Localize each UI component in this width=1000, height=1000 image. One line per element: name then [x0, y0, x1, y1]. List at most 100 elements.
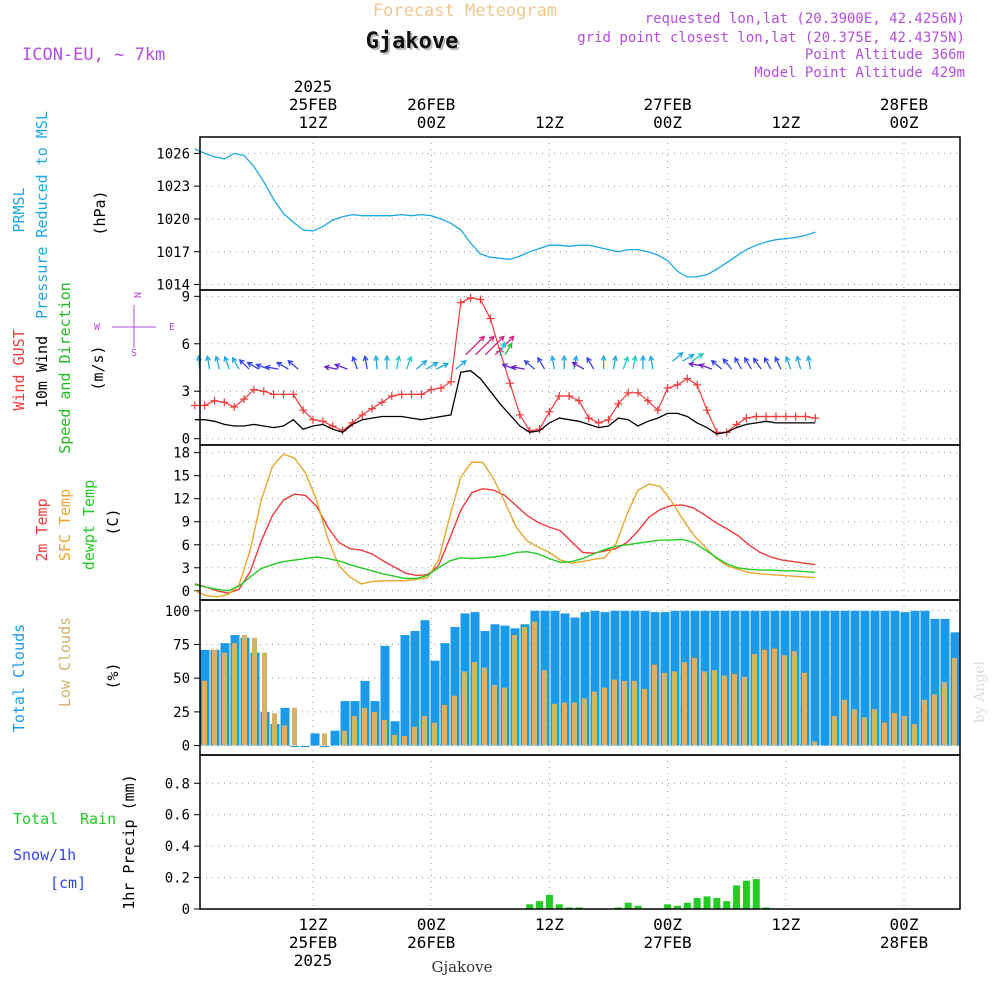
wind-10m-label: 10m Wind	[33, 336, 51, 408]
wind-direction-arrow	[784, 355, 792, 370]
panel-frame-temp	[199, 444, 961, 601]
precip-labels: Total Rain Snow/1h [cm] 1hr Precip (mm)	[13, 774, 138, 909]
low-cloud-bar	[362, 707, 367, 746]
location-title: Gjakove	[366, 29, 459, 54]
gust-marker	[781, 412, 790, 421]
wind-direction-arrow	[744, 356, 752, 370]
wind-direction-arrow	[223, 355, 230, 370]
gust-marker	[240, 395, 249, 404]
gust-marker	[663, 384, 672, 393]
low-cloud-bar	[472, 662, 477, 746]
low-clouds-label: Low Clouds	[56, 617, 74, 707]
total-cloud-bar	[840, 610, 850, 746]
wind-speed-direction-label: Speed and Direction	[56, 282, 74, 454]
pressure-label-msl: Pressure Reduced to MSL	[33, 111, 51, 319]
precip-bar	[733, 885, 741, 909]
gust-marker	[584, 414, 593, 423]
low-cloud-bar	[392, 734, 397, 746]
low-cloud-bar	[532, 621, 537, 746]
time-label: 12Z	[771, 113, 800, 132]
gust-marker	[309, 415, 317, 424]
time-label: 28FEB	[880, 933, 928, 952]
gust-marker	[259, 387, 268, 396]
low-cloud-bar	[852, 709, 857, 746]
time-label: 28FEB	[880, 95, 928, 114]
y-tick-label: 75	[173, 637, 190, 653]
total-cloud-bar	[910, 610, 920, 746]
gust-marker	[742, 414, 751, 423]
total-cloud-bar	[430, 660, 440, 746]
gust-marker	[437, 384, 446, 393]
time-label: 2025	[294, 951, 333, 970]
y-tick-label: 0.4	[165, 839, 190, 855]
gust-marker	[279, 390, 288, 399]
gust-marker	[673, 380, 682, 389]
low-cloud-bar	[422, 715, 427, 746]
gust-marker	[703, 406, 711, 415]
gust-marker	[269, 390, 278, 399]
total-cloud-bar	[420, 620, 430, 746]
precip-bar	[536, 901, 544, 909]
total-cloud-bar	[850, 610, 860, 746]
total-cloud-bar	[830, 610, 840, 746]
wind-direction-arrow	[323, 364, 338, 371]
wind-direction-arrow	[537, 356, 546, 370]
wind-direction-arrow	[648, 354, 655, 370]
wind-direction-arrow	[734, 356, 743, 370]
precip-bar	[703, 896, 711, 909]
low-cloud-bar	[462, 671, 467, 746]
watermark: by Angel	[972, 660, 988, 723]
time-label: 12Z	[771, 915, 800, 934]
gust-marker	[594, 418, 603, 427]
precip-rain-label: Rain	[80, 810, 116, 828]
gust-marker	[476, 295, 485, 304]
wind-direction-arrow	[455, 359, 467, 370]
total-cloud-bar	[310, 733, 320, 746]
wind-direction-arrow	[774, 356, 782, 370]
low-cloud-bar	[762, 649, 767, 746]
precip-bar	[624, 902, 632, 909]
precip-bar	[762, 907, 770, 909]
total-cloud-bar	[890, 610, 900, 746]
total-cloud-bar	[580, 612, 590, 746]
precip-bar	[713, 898, 721, 909]
low-cloud-bar	[872, 709, 877, 746]
total-cloud-bar	[860, 610, 870, 746]
wind-direction-arrow	[504, 342, 513, 356]
low-cloud-bar	[552, 703, 557, 746]
temp-2m-line	[194, 487, 816, 594]
low-cloud-bar	[592, 691, 597, 746]
y-tick-label: 25	[173, 705, 190, 721]
gust-marker	[614, 399, 623, 408]
total-cloud-bar	[330, 730, 340, 746]
y-tick-label: 6	[182, 538, 190, 554]
low-cloud-bar	[772, 648, 777, 746]
wind-direction-arrow	[523, 359, 536, 370]
gust-marker	[515, 410, 524, 419]
wind-direction-arrow	[499, 341, 506, 356]
total-cloud-bar	[390, 721, 400, 746]
gust-marker	[801, 412, 810, 421]
low-cloud-bar	[902, 715, 907, 746]
gust-marker	[230, 403, 239, 412]
low-cloud-bar	[942, 682, 947, 746]
time-label: 25FEB	[289, 933, 337, 952]
y-tick-label: 1017	[156, 245, 190, 261]
low-cloud-bar	[752, 653, 757, 746]
low-cloud-bar	[652, 664, 657, 746]
time-label: 00Z	[890, 113, 919, 132]
low-cloud-bar	[262, 652, 267, 746]
wind-direction-arrow	[287, 359, 299, 370]
model-name: ICON-EU, ~ 7km	[22, 45, 165, 65]
wind-direction-arrow	[205, 354, 211, 370]
panel-frame-pressure	[199, 136, 961, 291]
y-tick-label: 15	[173, 469, 190, 485]
time-label: 26FEB	[407, 95, 455, 114]
gust-marker	[299, 406, 308, 415]
temp-unit: (C)	[104, 508, 122, 535]
total-cloud-bar	[930, 618, 940, 746]
wind-panel: 0 3 6 9	[182, 289, 820, 448]
location-title-shadow: Gjakove	[368, 31, 461, 56]
